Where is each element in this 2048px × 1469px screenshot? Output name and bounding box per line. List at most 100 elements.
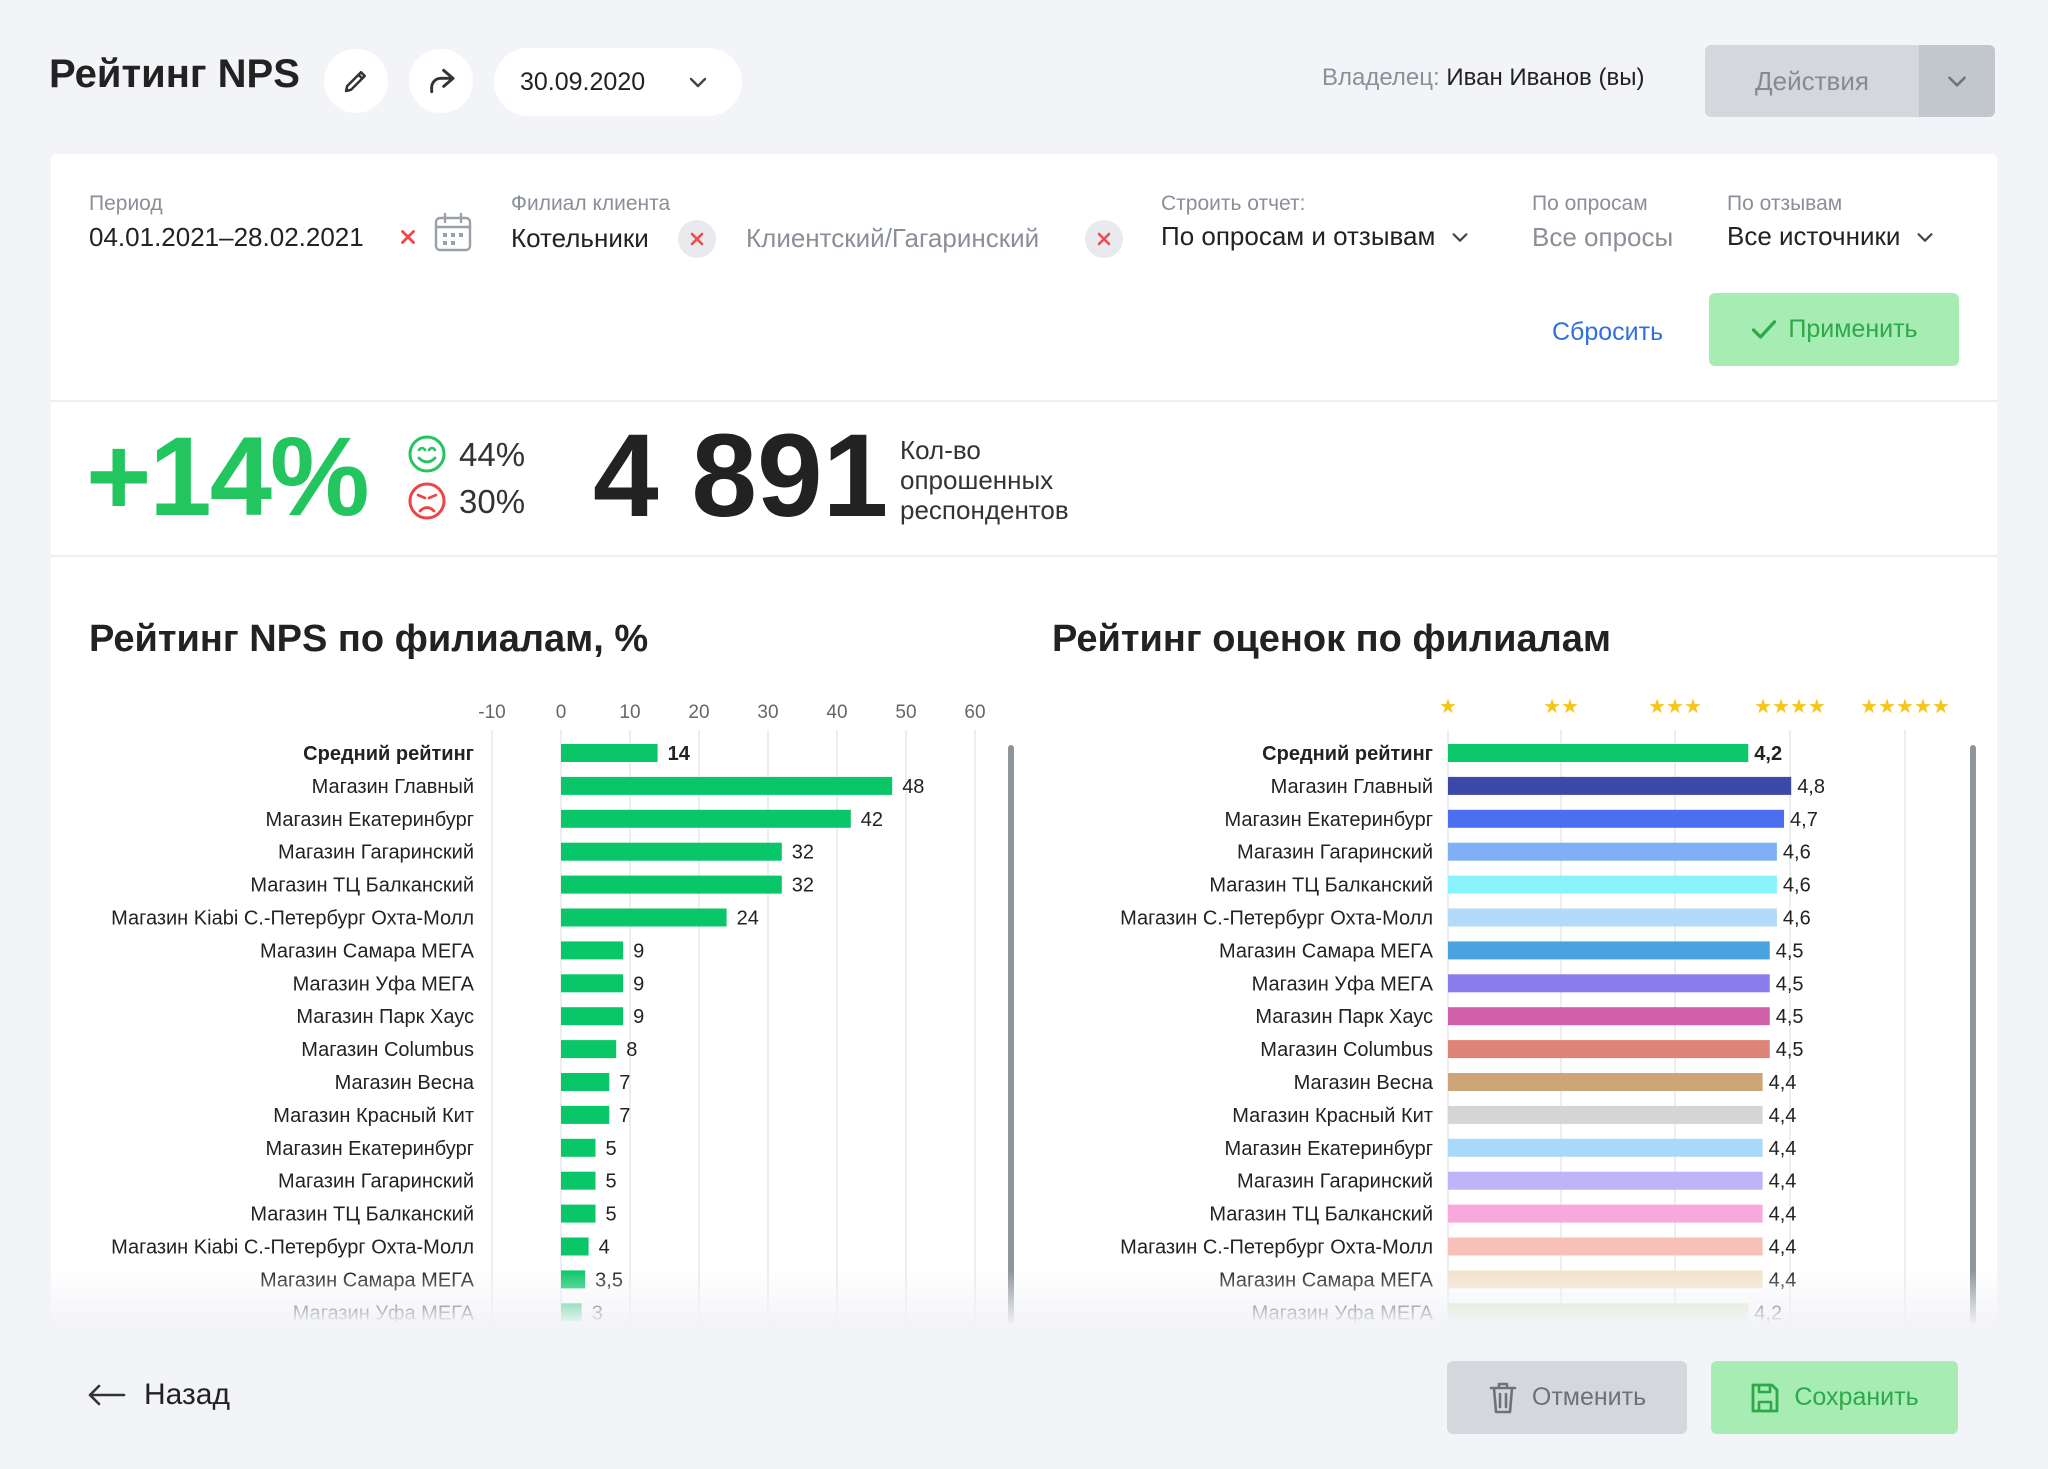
ratings-category-label: Магазин Екатеринбург [1224,809,1433,831]
cancel-button[interactable]: Отменить [1447,1361,1687,1434]
ratings-value-label: 4,7 [1790,809,1818,831]
build-report-select[interactable]: По опросам и отзывам [1161,221,1473,252]
period-value[interactable]: 04.01.2021–28.02.2021 [89,222,364,252]
ratings-category-label: Магазин Екатеринбург [1224,1138,1433,1160]
apply-button-label: Применить [1788,315,1918,343]
nps-bar [561,1105,610,1124]
ratings-category-label: Средний рейтинг [1262,743,1433,765]
nps-axis-tick: 50 [895,702,916,723]
ratings-category-label: Магазин Самара МЕГА [1219,940,1434,962]
back-button[interactable]: Назад [86,1378,230,1412]
ratings-value-label: 4,4 [1769,1072,1797,1094]
nps-value-label: 9 [633,940,644,962]
nps-chart-title: Рейтинг NPS по филиалам, % [89,618,649,660]
actions-dropdown[interactable]: Действия [1705,45,1995,117]
ratings-chart-scrollbar[interactable] [1970,745,1976,1325]
ratings-value-label: 4,4 [1769,1237,1797,1259]
ratings-bar [1448,941,1770,960]
nps-bar [561,1073,610,1091]
nps-axis-tick: 40 [826,702,847,723]
save-label: Сохранить [1794,1383,1919,1411]
ratings-bar [1448,776,1792,795]
nps-axis-tick: -10 [478,702,505,723]
ratings-category-label: Магазин Весна [1294,1072,1434,1094]
ratings-category-label: Магазин ТЦ Балканский [1209,875,1433,897]
date-select[interactable]: 30.09.2020 [494,48,742,116]
smile-icon [407,434,447,479]
share-button[interactable] [409,49,473,113]
footer-bar [51,1323,1997,1469]
nps-category-label: Магазин Гагаринский [278,842,474,864]
ratings-bar [1448,842,1777,861]
back-label: Назад [144,1378,230,1411]
nps-category-label: Магазин Главный [312,776,474,798]
reset-button[interactable]: Сбросить [1552,318,1664,346]
ratings-value-label: 4,5 [1776,940,1804,962]
nps-category-label: Магазин Columbus [301,1039,474,1061]
ratings-value-label: 4,4 [1769,1171,1797,1193]
chevron-down-icon [1917,232,1933,242]
ratings-bar [1448,1073,1763,1091]
apply-button[interactable]: Применить [1709,293,1959,366]
ratings-category-label: Магазин ТЦ Балканский [1209,1204,1433,1226]
nps-category-label: Магазин Самара МЕГА [260,940,475,962]
reviews-select[interactable]: Все источники [1727,221,1938,252]
nps-bar [561,776,893,795]
ratings-category-label: Магазин Гагаринский [1237,842,1433,864]
nps-bar [561,744,658,762]
actions-button[interactable]: Действия [1755,65,1869,96]
nps-bar [561,1237,589,1256]
build-report-value: По опросам и отзывам [1161,221,1436,251]
ratings-value-label: 4,8 [1797,776,1825,798]
page-title: Рейтинг NPS [49,52,300,96]
ratings-bar [1448,1204,1763,1223]
owner-name: Иван Иванов (вы) [1446,64,1645,91]
ratings-value-label: 4,5 [1776,1006,1804,1028]
nps-bar [561,908,727,927]
surveys-select[interactable]: Все опросы [1532,222,1674,252]
ratings-bar [1448,809,1785,828]
ratings-value-label: 4,5 [1776,1039,1804,1061]
star-icon: ★★ [1543,694,1579,718]
nps-value: +14% [86,414,370,539]
branch-chip-remove[interactable] [678,220,716,258]
ratings-chart-title: Рейтинг оценок по филиалам [1052,618,1611,660]
cancel-label: Отменить [1531,1383,1647,1411]
ratings-category-label: Магазин Гагаринский [1237,1171,1433,1193]
ratings-bar [1448,1138,1763,1157]
ratings-bar [1448,875,1777,894]
period-clear-button[interactable] [397,226,419,253]
date-select-value: 30.09.2020 [520,67,646,96]
ratings-value-label: 4,6 [1783,875,1811,897]
nps-axis-tick: 10 [619,702,640,723]
nps-value-label: 5 [606,1138,617,1160]
nps-bar [561,1171,596,1190]
chevron-down-icon [1948,76,1966,87]
ratings-value-label: 4,4 [1769,1105,1797,1127]
nps-category-label: Магазин Парк Хаус [296,1006,474,1028]
nps-value-label: 4 [599,1237,610,1259]
surveys-label: По опросам [1532,192,1648,215]
save-button[interactable]: Сохранить [1711,1361,1958,1434]
nps-value-label: 9 [633,973,644,995]
ratings-category-label: Магазин Columbus [1260,1039,1433,1061]
nps-value-label: 8 [626,1039,637,1061]
nps-axis-tick: 0 [556,702,567,723]
ratings-bar [1448,1040,1770,1059]
nps-chart-scrollbar[interactable] [1008,745,1014,1325]
nps-value-label: 32 [792,875,814,897]
nps-category-label: Магазин Kiabi С.-Петербург Охта-Молл [111,1237,474,1259]
nps-category-label: Магазин Уфа МЕГА [293,973,475,995]
nps-value-label: 24 [737,908,759,930]
branch-chip-remove[interactable] [1085,220,1123,258]
nps-bar [561,875,782,894]
edit-button[interactable] [324,49,388,113]
ratings-bar [1448,908,1777,927]
nps-category-label: Магазин ТЦ Балканский [250,875,474,897]
calendar-button[interactable] [433,212,473,259]
nps-bar [561,1040,617,1059]
ratings-value-label: 4,4 [1769,1204,1797,1226]
divider [51,400,1997,402]
arrow-left-icon [88,1384,126,1406]
actions-toggle[interactable] [1919,45,1995,117]
